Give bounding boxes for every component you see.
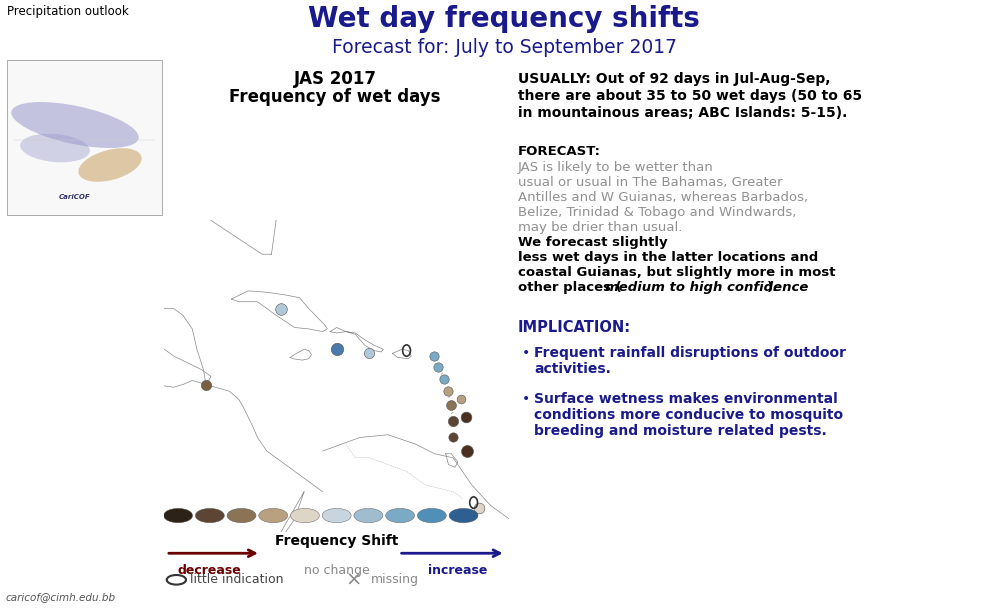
Point <box>273 304 289 313</box>
Circle shape <box>259 509 287 523</box>
Text: Frequency of wet days: Frequency of wet days <box>229 88 440 106</box>
Text: ).: ). <box>767 281 778 294</box>
Circle shape <box>163 509 193 523</box>
Text: Belize, Trinidad & Tobago and Windwards,: Belize, Trinidad & Tobago and Windwards, <box>518 206 796 219</box>
Point <box>430 362 447 371</box>
Circle shape <box>290 509 320 523</box>
Point <box>199 379 215 389</box>
Text: missing: missing <box>371 573 419 586</box>
Text: Surface wetness makes environmental: Surface wetness makes environmental <box>534 392 838 406</box>
Circle shape <box>227 509 256 523</box>
Text: USUALLY: Out of 92 days in Jul-Aug-Sep,: USUALLY: Out of 92 days in Jul-Aug-Sep, <box>518 72 831 86</box>
Point <box>444 400 460 410</box>
Point <box>425 351 442 361</box>
Text: there are about 35 to 50 wet days (50 to 65: there are about 35 to 50 wet days (50 to… <box>518 89 862 103</box>
Ellipse shape <box>79 148 142 182</box>
Point <box>361 348 377 358</box>
Point <box>435 374 452 384</box>
Text: no change: no change <box>303 564 370 577</box>
Text: conditions more conducive to mosquito: conditions more conducive to mosquito <box>534 408 843 422</box>
Circle shape <box>323 509 351 523</box>
Text: Forecast for: July to September 2017: Forecast for: July to September 2017 <box>332 38 676 57</box>
Text: Wet day frequency shifts: Wet day frequency shifts <box>308 5 700 33</box>
Text: in mountainous areas; ABC Islands: 5-15).: in mountainous areas; ABC Islands: 5-15)… <box>518 106 848 120</box>
Point <box>329 345 345 354</box>
Text: decrease: decrease <box>177 564 241 577</box>
Ellipse shape <box>11 102 139 148</box>
Text: IMPLICATION:: IMPLICATION: <box>518 320 631 335</box>
Text: other places (: other places ( <box>518 281 622 294</box>
Text: JAS is likely to be wetter than: JAS is likely to be wetter than <box>518 161 714 174</box>
Text: little indication: little indication <box>191 573 283 586</box>
Circle shape <box>449 509 478 523</box>
Text: We forecast slightly: We forecast slightly <box>518 236 667 249</box>
Text: •: • <box>522 392 530 406</box>
Text: activities.: activities. <box>534 362 611 376</box>
Text: FORECAST:: FORECAST: <box>518 145 601 158</box>
Point <box>453 395 469 405</box>
Text: caricof@cimh.edu.bb: caricof@cimh.edu.bb <box>6 592 116 602</box>
Text: Frequency Shift: Frequency Shift <box>275 534 398 548</box>
Point <box>440 386 457 396</box>
Text: Precipitation outlook: Precipitation outlook <box>7 5 129 18</box>
Circle shape <box>354 509 383 523</box>
Point <box>458 412 474 422</box>
Text: CariCOF: CariCOF <box>59 194 91 200</box>
Text: increase: increase <box>427 564 487 577</box>
Text: may be drier than usual.: may be drier than usual. <box>518 221 686 234</box>
Text: breeding and moisture related pests.: breeding and moisture related pests. <box>534 424 827 438</box>
Circle shape <box>196 509 225 523</box>
Text: ×: × <box>346 570 362 589</box>
Point <box>446 433 462 442</box>
Text: •: • <box>522 346 530 360</box>
Text: medium to high confidence: medium to high confidence <box>605 281 808 294</box>
Point <box>471 503 487 513</box>
Text: Frequent rainfall disruptions of outdoor: Frequent rainfall disruptions of outdoor <box>534 346 846 360</box>
Text: less wet days in the latter locations and: less wet days in the latter locations an… <box>518 251 818 264</box>
Circle shape <box>386 509 414 523</box>
Bar <box>7 60 162 215</box>
Point <box>459 446 475 456</box>
Circle shape <box>417 509 447 523</box>
Text: usual or usual in The Bahamas, Greater: usual or usual in The Bahamas, Greater <box>518 176 782 189</box>
Text: coastal Guianas, but slightly more in most: coastal Guianas, but slightly more in mo… <box>518 266 836 279</box>
Ellipse shape <box>20 134 90 162</box>
Point <box>446 416 462 426</box>
Text: JAS 2017: JAS 2017 <box>293 70 377 88</box>
Text: Antilles and W Guianas, whereas Barbados,: Antilles and W Guianas, whereas Barbados… <box>518 191 808 204</box>
